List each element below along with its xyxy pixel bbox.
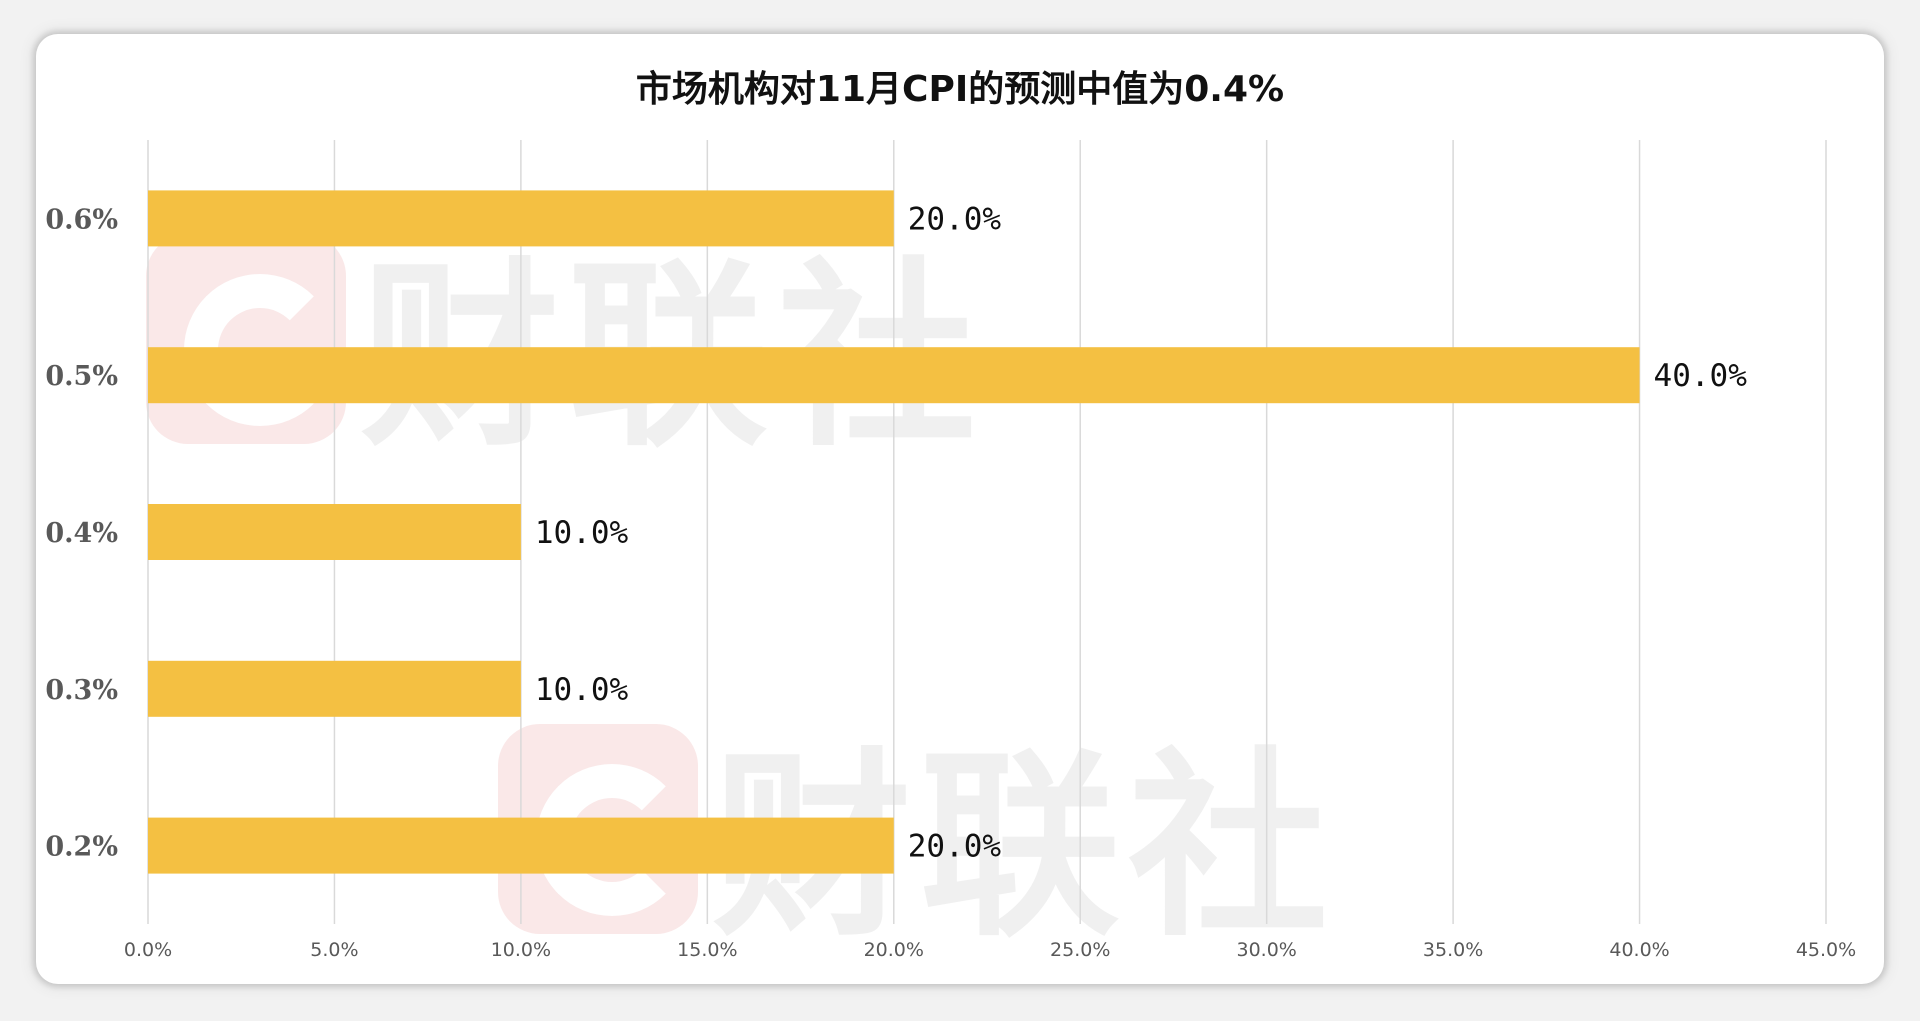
bar — [148, 660, 521, 717]
data-label: 40.0% — [1654, 358, 1748, 394]
data-label: 20.0% — [908, 201, 1002, 237]
bar — [148, 190, 894, 247]
x-tick-label: 10.0% — [491, 939, 551, 961]
x-tick-label: 15.0% — [677, 939, 737, 961]
x-tick-label: 20.0% — [864, 939, 924, 961]
x-tick-label: 25.0% — [1050, 939, 1110, 961]
y-tick-label: 0.6% — [45, 204, 118, 235]
y-tick-label: 0.5% — [45, 361, 118, 392]
chart-title: 市场机构对11月CPI的预测中值为0.4% — [635, 69, 1285, 110]
x-tick-label: 40.0% — [1609, 939, 1669, 961]
y-tick-label: 0.4% — [45, 518, 118, 549]
watermark-logo — [146, 234, 346, 444]
x-tick-label: 5.0% — [310, 939, 358, 961]
x-tick-label: 30.0% — [1236, 939, 1296, 961]
bar — [148, 817, 894, 874]
x-tick-label: 0.0% — [124, 939, 172, 961]
bar — [148, 347, 1640, 404]
y-tick-label: 0.2% — [45, 832, 118, 863]
x-tick-label: 45.0% — [1796, 939, 1856, 961]
data-label: 20.0% — [908, 829, 1002, 865]
data-label: 10.0% — [535, 672, 629, 708]
bar-chart: 0.0% 5.0% 10.0% 15.0% 20.0% 25.0% 30.0% 35.0% 40… — [45, 140, 1856, 961]
x-tick-label: 35.0% — [1423, 939, 1483, 961]
bar — [148, 504, 521, 560]
data-label: 10.0% — [535, 515, 629, 551]
y-tick-label: 0.3% — [45, 675, 118, 706]
chart-card: 财联社 财联社 市场机构对11月CPI的预测中值为0.4% 0.0%5.0%10… — [36, 34, 1884, 984]
